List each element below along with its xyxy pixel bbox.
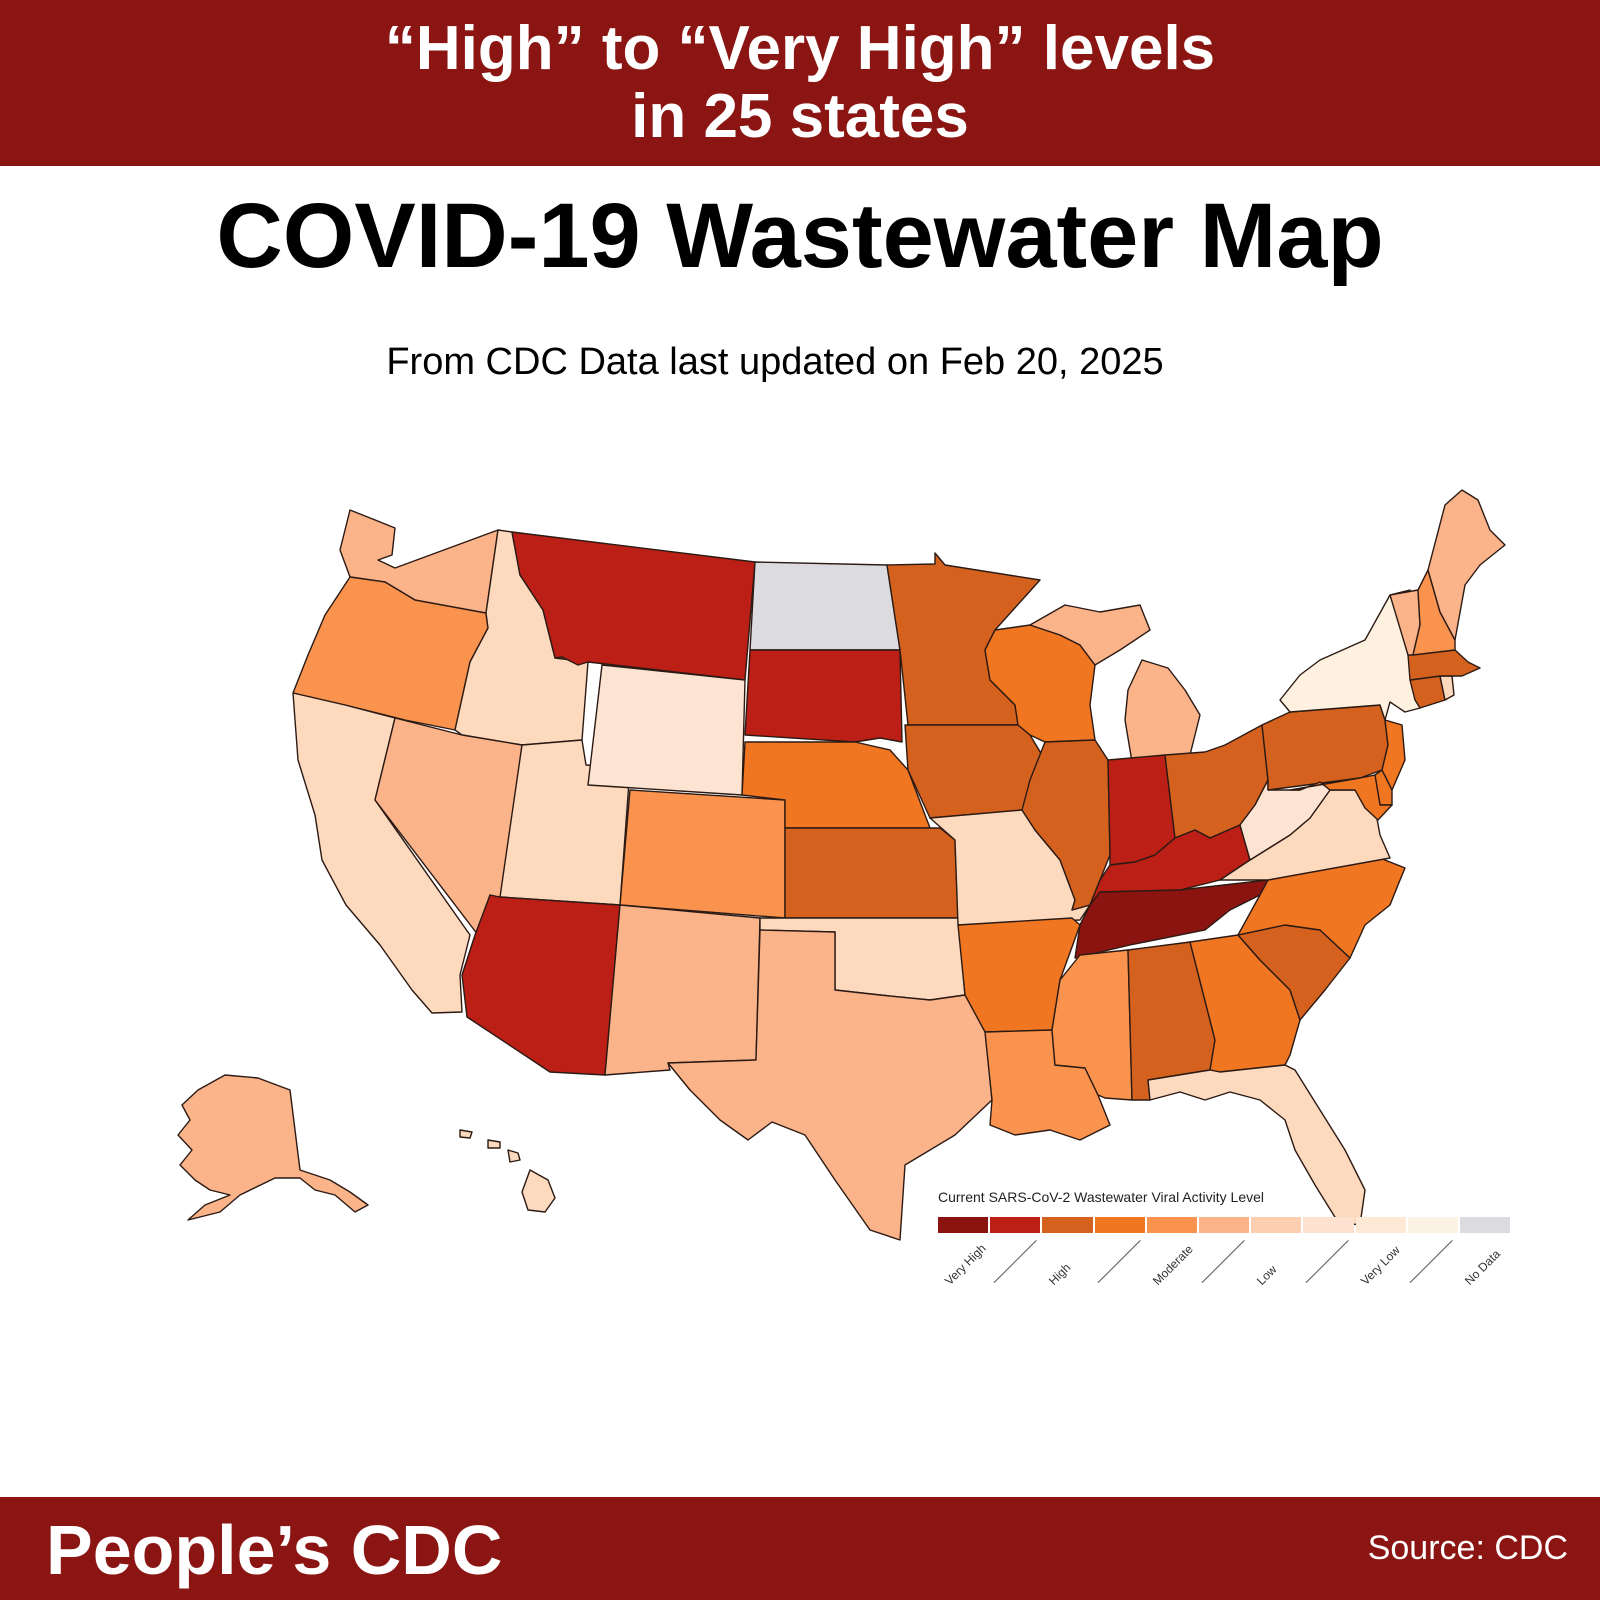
peoples-cdc-logo: People’s CDC: [46, 1511, 503, 1589]
legend-title: Current SARS-CoV-2 Wastewater Viral Acti…: [938, 1189, 1265, 1205]
state-ks[interactable]: [784, 827, 959, 919]
page-title: COVID-19 Wastewater Map: [216, 185, 1384, 287]
banner-headline-line1: “High” to “Very High” levels: [384, 14, 1216, 83]
state-tx[interactable]: [667, 929, 993, 1241]
top-banner: “High” to “Very High” levels in 25 state…: [0, 0, 1600, 166]
footer-banner: [0, 1497, 1600, 1600]
state-az[interactable]: [461, 894, 621, 1076]
state-nd[interactable]: [749, 561, 901, 651]
state-wy[interactable]: [587, 664, 746, 796]
legend-swatch: [1355, 1217, 1406, 1233]
state-ak[interactable]: [177, 1074, 369, 1221]
state-hi[interactable]: [459, 1129, 556, 1213]
us-wastewater-map: [0, 480, 1600, 1320]
states-layer: [177, 489, 1506, 1241]
map-svg: [177, 489, 1506, 1241]
legend-swatch: [1042, 1217, 1093, 1233]
legend-swatch: [1146, 1217, 1197, 1233]
source-credit: Source: CDC: [1367, 1529, 1568, 1567]
banner-headline-line2: in 25 states: [631, 82, 969, 151]
state-nm[interactable]: [604, 904, 761, 1076]
state-co[interactable]: [619, 789, 786, 919]
state-md[interactable]: [1289, 774, 1393, 821]
legend-swatch: [1303, 1217, 1354, 1233]
state-sd[interactable]: [744, 649, 903, 743]
state-ma[interactable]: [1407, 649, 1481, 681]
legend-color-scale: [938, 1217, 1511, 1233]
legend-swatch: [1459, 1217, 1511, 1233]
legend-swatch: [1407, 1217, 1458, 1233]
state-me[interactable]: [1427, 489, 1506, 641]
state-nc[interactable]: [1237, 857, 1406, 959]
legend-swatch: [1198, 1217, 1250, 1233]
state-tn[interactable]: [1074, 879, 1269, 959]
state-mt[interactable]: [511, 531, 756, 681]
legend-swatch: [990, 1217, 1041, 1233]
legend-swatch: [1251, 1217, 1302, 1233]
legend-swatch: [938, 1217, 989, 1233]
data-updated-subtitle: From CDC Data last updated on Feb 20, 20…: [386, 341, 1164, 383]
legend-swatch: [1094, 1217, 1145, 1233]
